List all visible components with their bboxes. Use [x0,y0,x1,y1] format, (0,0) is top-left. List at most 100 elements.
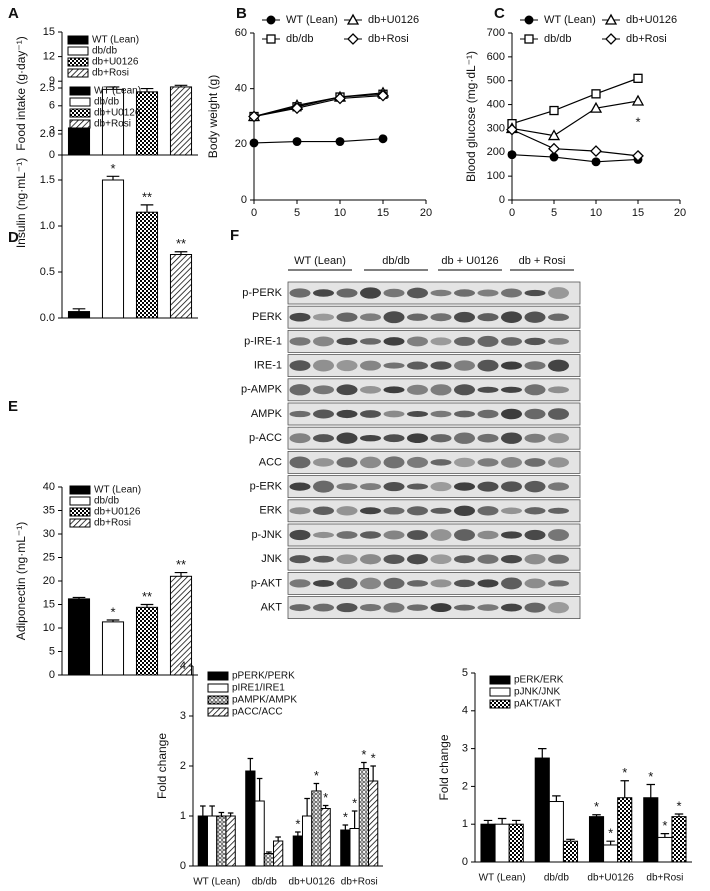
bar [617,797,633,863]
band [454,579,475,588]
y-tick-label: 0 [180,860,186,872]
bar [67,598,91,676]
error-bar [106,86,120,90]
band [477,579,499,588]
band [383,577,405,589]
y-tick-label: 500 [487,75,505,87]
legend-label: db+Rosi [92,68,129,79]
band [383,530,405,540]
x-tick-label: WT (Lean) [479,873,526,884]
x-tick-label: 0 [509,207,515,219]
significance: * [314,768,319,783]
significance: * [361,747,366,762]
legend-swatch [67,46,89,56]
band [360,313,381,322]
y-tick-label: 400 [487,98,505,110]
significance: * [622,765,627,780]
band [360,577,381,590]
band [360,456,381,469]
band [477,335,499,347]
legend-swatch [67,35,89,45]
legend-label: pACC/ACC [232,707,283,718]
error-bar [218,811,225,816]
legend-label: db+Rosi [626,33,667,45]
band [501,361,522,370]
band [407,361,428,370]
point [524,34,534,44]
band [289,433,311,444]
y-tick-label: 9 [49,75,55,87]
band [313,506,334,516]
bar [135,91,159,156]
significance: * [635,114,640,129]
error-bar [140,204,154,213]
band [289,360,311,371]
significance: * [110,604,115,619]
error-bar [209,805,215,816]
y-tick-label: 100 [487,170,505,182]
y-tick-label: 0.5 [40,266,55,278]
y-axis-label: Adiponectin (ng·mL⁻¹) [14,522,28,640]
significance: * [371,750,376,765]
band [430,337,452,346]
band [360,531,381,539]
legend-label: WT (Lean) [92,35,139,46]
band [548,359,569,372]
bar [588,816,605,863]
legend-label: WT (Lean) [94,485,141,496]
protein-label: p-AKT [251,577,282,589]
y-tick-label: 0 [499,194,505,206]
band [548,408,569,420]
band [360,338,381,345]
error-bar [266,851,272,854]
x-tick-label: 15 [377,207,389,219]
panel-label: B [236,5,247,22]
error-bar [140,603,154,608]
point [248,110,260,123]
band [407,433,428,444]
band [336,457,358,468]
error-bar [295,831,301,836]
error-bar [674,813,684,817]
point [589,101,603,113]
protein-label: ERK [259,505,282,517]
band [336,288,358,298]
x-tick-label: db+Rosi [646,873,683,884]
band [407,456,428,468]
line [253,93,384,118]
significance: * [648,769,653,784]
band [477,313,499,322]
band [383,410,405,418]
error-bar [256,777,263,801]
legend-label: pIRE1/IRE1 [232,683,285,694]
band [454,457,475,468]
band [289,604,311,612]
error-bar [646,783,656,798]
band [477,433,499,443]
band [477,506,499,516]
band [360,483,381,491]
band [454,482,475,491]
legend-label: db+Rosi [94,518,131,529]
band [336,337,358,346]
x-tick-label: db+U0126 [587,873,634,884]
band [430,507,452,514]
bar [197,815,208,867]
band [313,359,334,372]
error-bar [538,748,547,759]
point [335,137,345,146]
y-tick-label: 1.5 [40,174,55,186]
y-axis-label: Food intake (g·day⁻¹) [14,36,28,150]
bar [245,770,256,867]
band [430,361,452,370]
band [360,603,381,612]
point [506,123,518,136]
blot-group: db/db [382,255,410,267]
point [524,15,534,25]
y-axis-label: Fold change [155,733,169,799]
point [604,13,618,25]
band [313,458,334,467]
error-bar [620,780,629,798]
bar [657,836,673,863]
